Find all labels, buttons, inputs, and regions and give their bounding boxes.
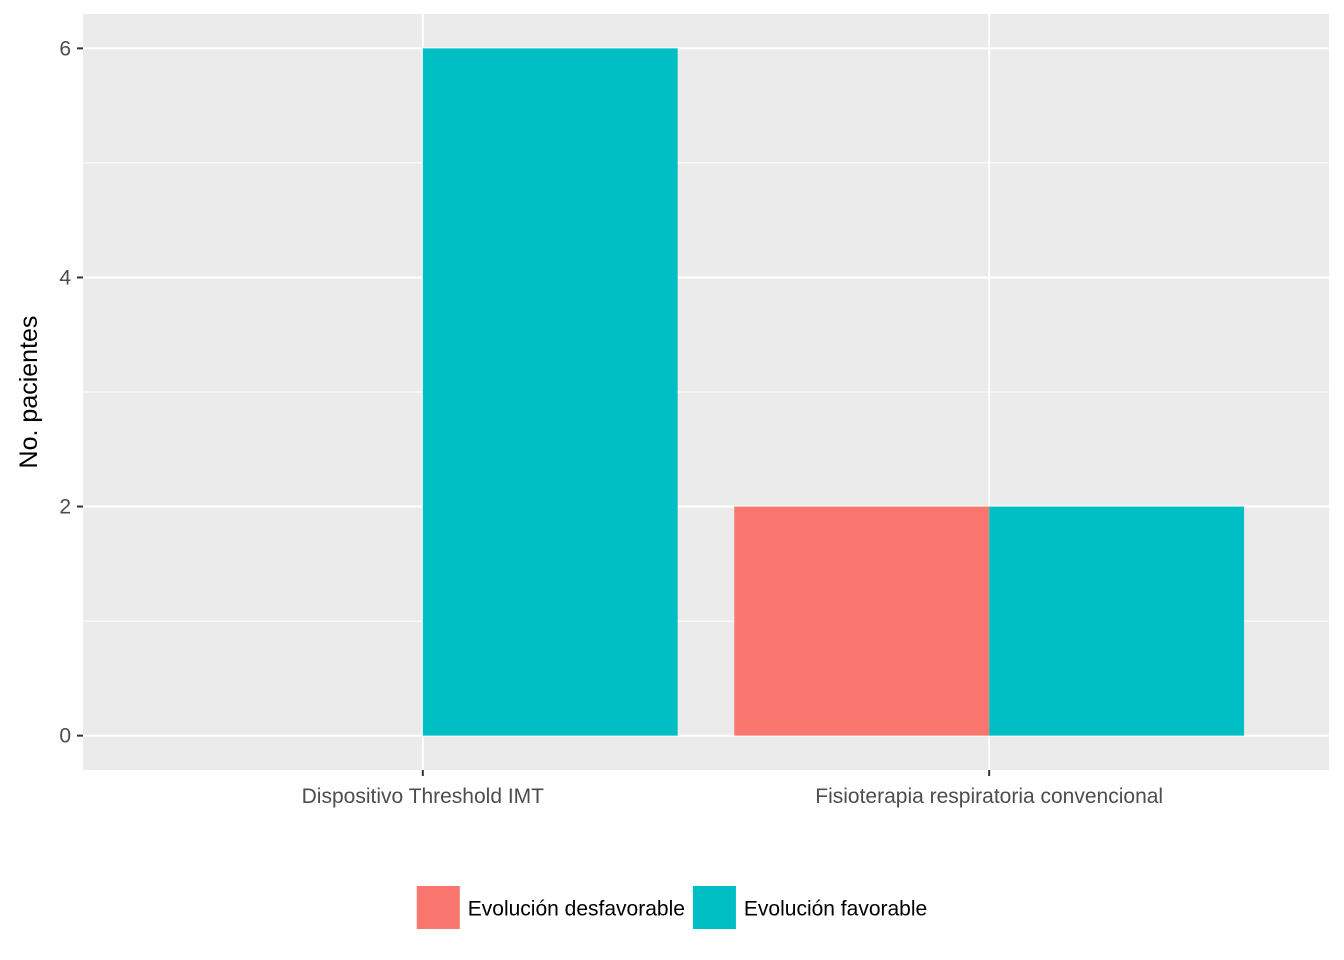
bar (422, 48, 678, 736)
y-axis-title: No. pacientes (15, 316, 43, 469)
x-tick-label: Dispositivo Threshold IMT (302, 785, 545, 808)
x-axis: Dispositivo Threshold IMT Fisioterapia re… (302, 770, 1163, 808)
y-tick-label: 6 (59, 37, 71, 60)
bar (989, 506, 1245, 736)
y-tick-label: 2 (59, 496, 71, 519)
y-axis: 0 2 4 6 (59, 37, 83, 748)
legend-label: Evolución desfavorable (468, 898, 685, 921)
x-tick-label: Fisioterapia respiratoria convencional (815, 785, 1163, 808)
bar (734, 506, 990, 736)
legend: Evolución desfavorable Evolución favorabl… (416, 886, 927, 929)
bars (422, 48, 1245, 736)
legend-key (416, 886, 460, 929)
y-tick-label: 0 (59, 725, 71, 748)
y-tick-label: 4 (59, 266, 71, 289)
legend-label: Evolución favorable (744, 898, 927, 921)
legend-key (692, 886, 736, 929)
